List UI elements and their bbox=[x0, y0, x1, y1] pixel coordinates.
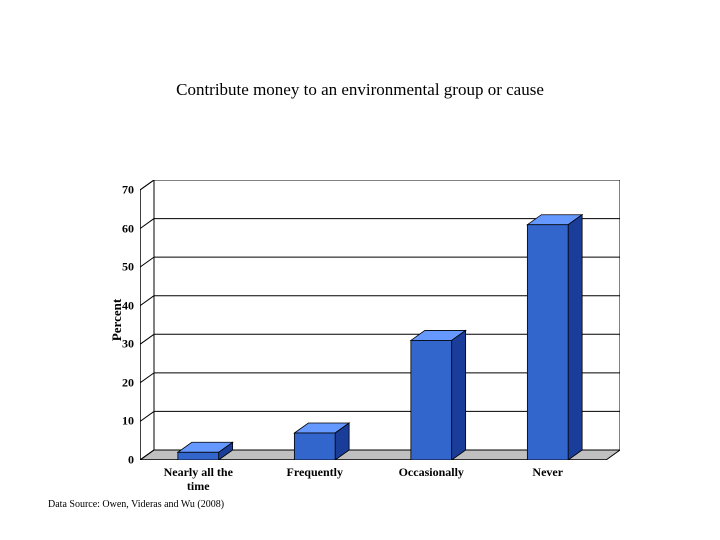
x-tick-label: Occasionally bbox=[399, 466, 464, 480]
y-tick-label: 60 bbox=[122, 221, 134, 236]
y-tick-label: 40 bbox=[122, 298, 134, 313]
y-tick-label: 0 bbox=[128, 453, 134, 468]
page: Contribute money to an environmental gro… bbox=[0, 0, 720, 540]
bar-chart bbox=[140, 180, 620, 460]
y-tick-label: 50 bbox=[122, 260, 134, 275]
y-tick-label: 30 bbox=[122, 337, 134, 352]
chart-area: Percent 010203040506070Nearly all the ti… bbox=[140, 180, 620, 460]
x-tick-label: Frequently bbox=[287, 466, 343, 480]
data-source-caption: Data Source: Owen, Videras and Wu (2008) bbox=[48, 499, 224, 510]
x-tick-label: Never bbox=[532, 466, 563, 480]
y-tick-label: 20 bbox=[122, 375, 134, 390]
x-tick-label: Nearly all the time bbox=[164, 466, 233, 494]
y-tick-label: 10 bbox=[122, 414, 134, 429]
chart-title: Contribute money to an environmental gro… bbox=[0, 80, 720, 100]
y-tick-label: 70 bbox=[122, 183, 134, 198]
